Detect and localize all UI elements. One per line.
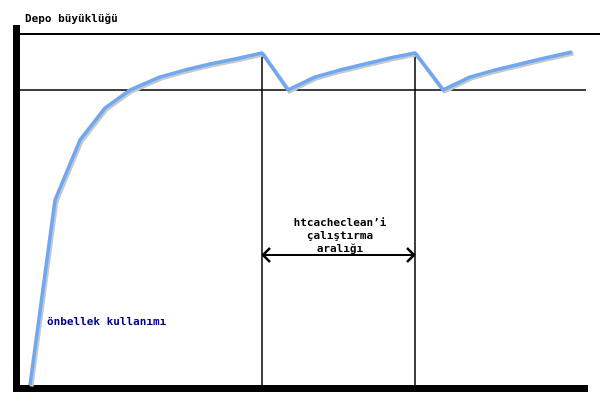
usage-curve-shadow [29,51,574,387]
y-axis [13,25,20,392]
x-axis [13,385,588,392]
interval-label-line: çalıştırma [306,229,374,242]
y-axis-title: Depo büyüklüğü [25,12,118,25]
interval-label: htcacheclean’i çalıştırma aralığı [270,216,410,255]
usage-curve [28,50,573,386]
interval-arrow [261,247,416,263]
usage-label: önbellek kullanımı [47,315,167,328]
interval-label-line: htcacheclean’i [293,216,387,229]
interval-label-line: aralığı [316,242,364,255]
